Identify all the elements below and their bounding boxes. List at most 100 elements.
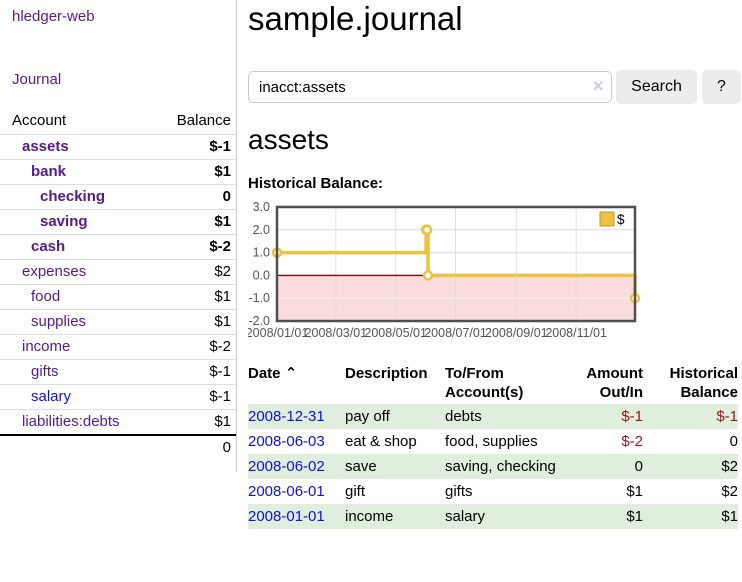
register-col-date[interactable]: Date ⌃: [248, 365, 298, 382]
account-balance: $-1: [157, 359, 236, 385]
table-row: liabilities:debts $1: [0, 409, 236, 435]
transaction-amount: 0: [634, 458, 643, 475]
transaction-date-link[interactable]: 2008-06-02: [248, 458, 325, 475]
legend-swatch: [599, 211, 615, 227]
account-balance: $-2: [157, 234, 236, 260]
sidebar-account-saving[interactable]: saving: [40, 213, 88, 230]
account-balance: $1: [157, 159, 236, 185]
y-axis-tick-label: -2.0: [248, 314, 270, 328]
help-button[interactable]: ?: [702, 70, 741, 104]
table-row: salary $-1: [0, 384, 236, 410]
transaction-amount: $1: [626, 483, 643, 500]
transaction-account: saving, checking: [445, 458, 556, 475]
sidebar-account-liabilities-debts[interactable]: liabilities:debts: [22, 413, 120, 430]
table-row: income $-2: [0, 334, 236, 360]
table-row: supplies $1: [0, 309, 236, 335]
transaction-date-link[interactable]: 2008-06-03: [248, 433, 325, 450]
search-input[interactable]: [248, 71, 612, 103]
table-row: 2008-12-31 pay off debts $-1 $-1: [248, 404, 738, 429]
sidebar-account-cash[interactable]: cash: [31, 238, 66, 255]
legend-label: $: [617, 212, 625, 227]
transaction-balance: $1: [721, 508, 738, 525]
y-axis-tick-label: -1.0: [248, 291, 270, 305]
sidebar-account-food[interactable]: food: [31, 288, 61, 305]
sidebar-item-journal[interactable]: Journal: [12, 71, 62, 88]
table-row: saving $1: [0, 209, 236, 235]
account-balance: $-1: [157, 134, 236, 160]
chart-title: Historical Balance:: [248, 175, 384, 192]
sidebar-account-supplies[interactable]: supplies: [31, 313, 87, 330]
account-balance: $1: [157, 309, 236, 335]
chart-canvas: 2008/01/012008/03/012008/05/012008/07/01…: [246, 200, 641, 340]
sort-ascending-icon: ⌃: [284, 365, 298, 382]
transaction-account: gifts: [445, 483, 473, 500]
transaction-date-link[interactable]: 2008-12-31: [248, 408, 325, 425]
y-axis-tick-label: 3.0: [253, 200, 270, 214]
accounts-col-balance: Balance: [176, 112, 231, 129]
account-balance: $-1: [157, 384, 236, 410]
accounts-total-value: 0: [157, 434, 236, 460]
transaction-account: salary: [445, 508, 486, 525]
x-axis-tick-label: 2008/05/01: [364, 326, 427, 340]
x-axis-tick-label: 2008/09/01: [485, 326, 548, 340]
account-balance: 0: [157, 184, 236, 210]
sidebar-account-checking[interactable]: checking: [40, 188, 106, 205]
table-row: 2008-06-02 save saving, checking 0 $2: [248, 454, 738, 479]
y-axis-tick-label: 2.0: [253, 223, 270, 237]
sidebar: hledger-web Journal Account Balance asse…: [0, 0, 237, 472]
x-axis-tick-label: 2008/11/01: [545, 326, 607, 340]
sidebar-account-gifts[interactable]: gifts: [31, 363, 59, 380]
account-balance: $1: [157, 209, 236, 235]
data-point-marker[interactable]: [421, 224, 433, 236]
register-col-description: Description: [345, 365, 428, 382]
table-row: bank $1: [0, 159, 236, 185]
transaction-balance: 0: [729, 433, 738, 450]
register-col-amount: Amount Out/In: [586, 365, 643, 401]
transaction-description: eat & shop: [345, 433, 417, 450]
transaction-description: pay off: [345, 408, 390, 425]
table-row: 2008-06-01 gift gifts $1 $2: [248, 479, 738, 504]
transaction-account: debts: [445, 408, 482, 425]
transaction-balance: $2: [721, 458, 738, 475]
register-header-row: Date ⌃ Description To/From Account(s) Am…: [248, 362, 738, 404]
accounts-col-account: Account: [12, 112, 67, 129]
transaction-description: gift: [345, 483, 366, 500]
transaction-balance: $2: [721, 483, 738, 500]
transaction-amount: $-2: [621, 433, 643, 450]
page-title: sample.journal: [248, 0, 463, 37]
account-balance: $1: [157, 284, 236, 310]
search-button[interactable]: Search: [616, 70, 697, 104]
table-row: expenses $2: [0, 259, 236, 285]
historical-balance-chart[interactable]: 2008/01/01 2008/03/01 2008/05/01 2008/07/01…: [246, 199, 742, 349]
register-table: Date ⌃ Description To/From Account(s) Am…: [248, 362, 738, 529]
sidebar-account-expenses[interactable]: expenses: [22, 263, 87, 280]
transaction-description: income: [345, 508, 394, 525]
sidebar-account-assets[interactable]: assets: [22, 138, 69, 155]
x-axis-tick-label: 2008/03/01: [305, 326, 368, 340]
chart-border: [275, 205, 637, 323]
table-row: 2008-06-03 eat & shop food, supplies $-2…: [248, 429, 738, 454]
table-row: 2008-01-01 income salary $1 $1: [248, 504, 738, 529]
transaction-description: save: [345, 458, 377, 475]
sidebar-account-salary[interactable]: salary: [31, 388, 72, 405]
table-row: food $1: [0, 284, 236, 310]
x-axis-tick-label: 2008/07/01: [424, 326, 487, 340]
accounts-tree-table: Account Balance assets $-1 bank $1 check…: [0, 108, 236, 460]
y-axis-tick-label: 0.0: [253, 268, 270, 282]
app-brand-link[interactable]: hledger-web: [12, 8, 95, 25]
table-row: cash $-2: [0, 234, 236, 260]
sidebar-account-bank[interactable]: bank: [31, 163, 67, 180]
account-heading: assets: [248, 124, 329, 155]
data-point-marker[interactable]: [422, 270, 434, 281]
transaction-date-link[interactable]: 2008-01-01: [248, 508, 325, 525]
account-balance: $2: [157, 259, 236, 285]
transaction-balance: $-1: [716, 408, 738, 425]
clear-search-icon[interactable]: ×: [592, 76, 604, 96]
sidebar-account-income[interactable]: income: [22, 338, 71, 355]
account-balance: $1: [157, 409, 236, 435]
transaction-date-link[interactable]: 2008-06-01: [248, 483, 325, 500]
table-row: checking 0: [0, 184, 236, 210]
transaction-amount: $-1: [621, 408, 643, 425]
register-col-account: To/From Account(s): [445, 365, 524, 401]
register-col-balance: Historical Balance: [669, 365, 738, 401]
